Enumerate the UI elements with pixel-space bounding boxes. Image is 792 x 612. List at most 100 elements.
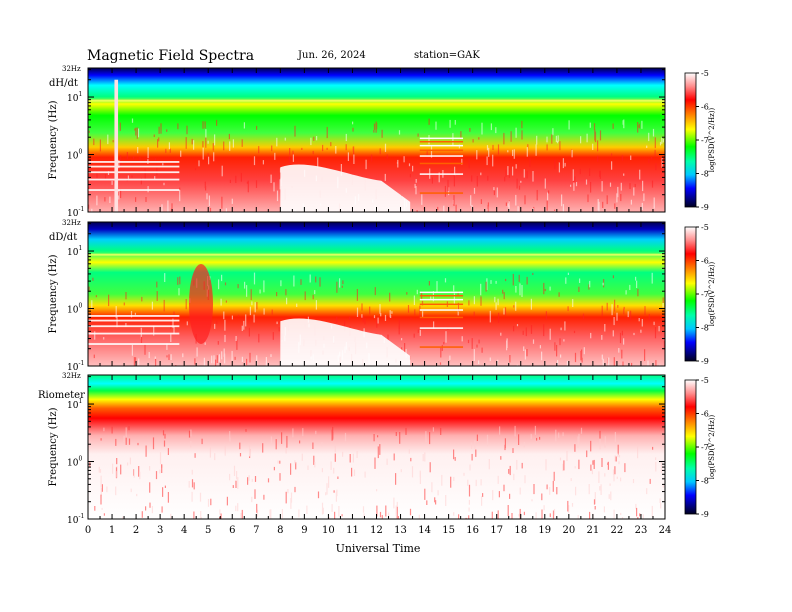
calibration-line (88, 161, 180, 163)
colorbar: -5 -6 -7 -8 -9 log(PSD(V^2/Hz)) (684, 69, 716, 212)
colorbar-tick-label: -6 (701, 103, 709, 112)
x-tick-label: 20 (562, 525, 575, 536)
colorbar-tick-label: -7 (701, 136, 709, 145)
x-tick-label: 19 (538, 525, 551, 536)
y-tick-label: 100 (67, 303, 82, 316)
y-tick-label: 100 (67, 149, 82, 162)
calibration-line (88, 178, 180, 181)
quiet-region (280, 318, 411, 366)
calibration-line (88, 165, 180, 168)
chart-date: Jun. 26, 2024 (297, 50, 366, 61)
colorbar-tick-label: -8 (701, 477, 709, 486)
x-tick-label: 10 (322, 525, 335, 536)
y-tick-exponent: 0 (78, 149, 82, 156)
burst-event (114, 79, 119, 212)
colorbar-tick-label: -9 (701, 357, 709, 366)
calibration-line (88, 171, 180, 174)
y-tick-exponent: -1 (78, 360, 84, 367)
x-tick-label: 11 (346, 525, 359, 536)
colorbar-tick-label: -7 (701, 443, 709, 452)
y-axis-label: Frequency (Hz) (48, 100, 59, 179)
colorbar-scale (684, 226, 697, 362)
calibration-line (419, 140, 464, 143)
y-tick-exponent: 1 (78, 398, 82, 405)
calibration-line (419, 298, 464, 301)
x-tick-label: 1 (109, 525, 115, 536)
x-tick-label: 2 (133, 525, 139, 536)
x-tick-label: 8 (277, 525, 283, 536)
x-axis: 0 1 2 3 4 5 6 7 8 9 10 11 12 13 14 15 16 17 18 19 20 21 22 23 24 (85, 68, 672, 536)
calibration-line (419, 155, 464, 157)
spectrogram-texture (88, 425, 664, 519)
y-top-label: 32Hz (62, 219, 81, 227)
chart-station: station=GAK (414, 50, 480, 61)
calibration-lines (419, 291, 464, 348)
calibration-line (419, 162, 464, 165)
x-tick-label: 13 (394, 525, 407, 536)
chart-title: Magnetic Field Spectra (87, 48, 254, 64)
colorbar-scale (684, 72, 697, 208)
colorbar-scale (684, 379, 697, 515)
y-tick-label: 101 (67, 91, 82, 104)
x-tick-label: 22 (611, 525, 624, 536)
calibration-line (88, 343, 180, 345)
x-tick-label: 15 (442, 525, 455, 536)
spectrogram-dh-dt (88, 68, 665, 212)
spectrogram-riometer (88, 375, 665, 519)
x-tick-label: 9 (301, 525, 307, 536)
calibration-line (419, 316, 464, 319)
y-axis-label: Frequency (Hz) (48, 407, 59, 486)
y-tick-label: 100 (67, 456, 82, 469)
colorbar-tick-label: -6 (701, 410, 709, 419)
x-tick-label: 24 (659, 525, 672, 536)
colorbar-label: log(PSD(V^2/Hz)) (708, 107, 716, 172)
calibration-line (419, 303, 464, 306)
calibration-line (419, 144, 464, 147)
spectral-line (88, 253, 665, 256)
x-tick-label: 12 (370, 525, 383, 536)
colorbar-tick-label: -8 (701, 170, 709, 179)
calibration-line (419, 327, 464, 329)
burst-event (188, 263, 214, 344)
y-top-label: 32Hz (62, 372, 81, 380)
calibration-lines-early (88, 161, 180, 191)
y-tick-label: 101 (67, 245, 82, 258)
x-tick-label: 18 (514, 525, 527, 536)
colorbar-tick-label: -5 (701, 223, 709, 232)
x-tick-label: 6 (229, 525, 235, 536)
calibration-line (419, 149, 464, 152)
calibration-line (419, 294, 464, 297)
x-tick-label: 17 (490, 525, 503, 536)
y-tick-exponent: -1 (78, 513, 84, 520)
calibration-line (88, 189, 180, 191)
y-tick-exponent: 1 (78, 91, 82, 98)
colorbar-tick-label: -9 (701, 510, 709, 519)
x-tick-label: 21 (587, 525, 600, 536)
x-tick-label: 5 (205, 525, 211, 536)
colorbar-tick-label: -5 (701, 69, 709, 78)
calibration-line (419, 291, 464, 294)
calibration-line (88, 315, 180, 317)
panel-label: Riometer (38, 390, 85, 401)
calibration-line (419, 346, 464, 348)
spectrogram-background (88, 375, 665, 519)
x-axis-label: Universal Time (336, 542, 421, 555)
colorbar-tick-label: -9 (701, 203, 709, 212)
x-tick-label: 16 (466, 525, 479, 536)
calibration-line (419, 137, 464, 140)
y-top-label: 32Hz (62, 65, 81, 73)
calibration-line (88, 325, 180, 328)
calibration-line (419, 173, 464, 175)
y-tick-exponent: 1 (78, 245, 82, 252)
x-tick-label: 0 (85, 525, 91, 536)
calibration-line (419, 192, 464, 194)
y-tick-exponent: -1 (78, 206, 84, 213)
colorbar-label: log(PSD(V^2/Hz)) (708, 261, 716, 326)
quiet-region (280, 164, 411, 212)
colorbar: -5 -6 -7 -8 -9 log(PSD(V^2/Hz)) (684, 223, 716, 366)
colorbar-tick-label: -5 (701, 376, 709, 385)
colorbar-tick-label: -7 (701, 290, 709, 299)
y-tick-exponent: 0 (78, 456, 82, 463)
